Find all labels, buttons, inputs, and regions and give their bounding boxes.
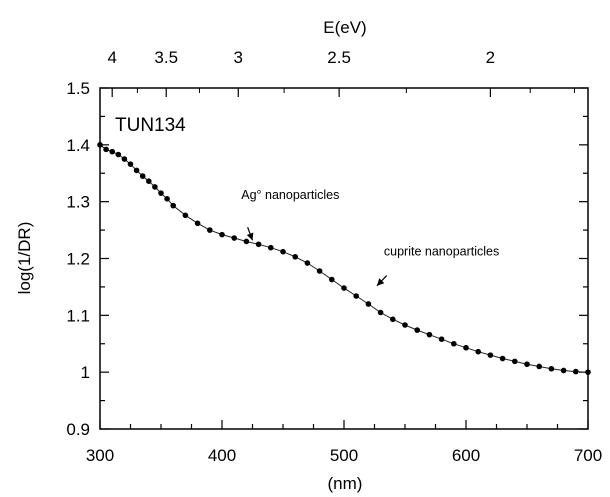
data-point (585, 369, 591, 375)
x-tick-label: 600 (452, 446, 480, 465)
data-point (133, 167, 140, 174)
data-point (127, 161, 134, 167)
data-point (573, 368, 579, 375)
annotation-label: cuprite nanoparticles (384, 245, 499, 259)
data-point (103, 146, 109, 153)
data-point (475, 348, 482, 355)
data-point (451, 340, 457, 347)
data-point (329, 276, 335, 283)
data-point (524, 361, 530, 368)
data-point (426, 331, 433, 338)
data-point (402, 322, 408, 328)
axes (99, 87, 589, 430)
data-point (353, 293, 360, 299)
y-tick-label: 1.4 (66, 136, 90, 155)
top-tick-label: 3.5 (154, 48, 178, 67)
x-tick-label: 700 (574, 446, 602, 465)
top-axis-title: E(eV) (323, 18, 366, 37)
series-line (99, 144, 589, 373)
y-tick-label: 1 (81, 363, 90, 382)
data-point (341, 285, 347, 291)
y-axis-title: log(1/DR) (15, 222, 34, 295)
data-point (365, 301, 372, 307)
data-point (377, 309, 384, 316)
top-tick-label: 3 (234, 48, 243, 67)
data-point (316, 268, 323, 274)
data-point (280, 248, 286, 255)
data-point (499, 355, 506, 362)
data-point (219, 231, 225, 238)
data-point (121, 156, 128, 162)
top-tick-label: 2 (486, 48, 495, 67)
x-tick-label: 300 (86, 446, 114, 465)
data-point (255, 241, 262, 248)
tick-labels: 300 400 500 600 700 0.9 1 1.1 1.2 1.3 1.4 1.5 4 3.5 3 2… (66, 48, 602, 465)
data-point (243, 238, 250, 245)
data-point (146, 178, 152, 185)
y-tick-label: 1.1 (66, 306, 90, 325)
data-point (231, 235, 237, 241)
x-axis-title: (nm) (328, 474, 363, 493)
data-point (139, 173, 146, 179)
data-point (292, 253, 299, 260)
data-point (109, 148, 115, 155)
y-tick-label: 1.5 (66, 79, 90, 98)
data-point (304, 260, 311, 266)
data-point (115, 151, 122, 158)
annotation-label: Ag° nanoparticles (241, 188, 339, 202)
data-point (207, 227, 213, 233)
plot-frame (99, 87, 589, 430)
data-point (164, 196, 170, 202)
ticks (99, 87, 589, 430)
y-tick-label: 0.9 (66, 420, 90, 439)
data-point (182, 212, 189, 219)
data-markers (97, 142, 591, 375)
data-point (268, 244, 274, 251)
data-point (170, 202, 176, 209)
top-tick-label: 2.5 (327, 48, 351, 67)
annotation-arrow-head (376, 278, 385, 286)
data-point (463, 344, 469, 351)
data-point (390, 316, 396, 323)
data-point (152, 184, 158, 190)
annotations: Ag° nanoparticles cuprite nanoparticles (241, 188, 499, 287)
data-point (560, 367, 567, 374)
data-point (487, 352, 494, 358)
x-tick-label: 500 (330, 446, 358, 465)
data-point (548, 365, 555, 372)
data-point (536, 363, 542, 370)
x-tick-label: 400 (208, 446, 236, 465)
y-tick-label: 1.3 (66, 193, 90, 212)
y-tick-label: 1.2 (66, 250, 90, 269)
data-point (158, 190, 164, 196)
data-point (194, 220, 201, 227)
data-point (438, 336, 445, 343)
top-tick-label: 4 (107, 48, 116, 67)
data-point (414, 327, 421, 333)
series (99, 144, 589, 373)
panel-label: TUN134 (115, 115, 186, 136)
data-point (97, 142, 103, 148)
annotation-arrow-head (246, 232, 254, 241)
data-point (512, 358, 518, 365)
